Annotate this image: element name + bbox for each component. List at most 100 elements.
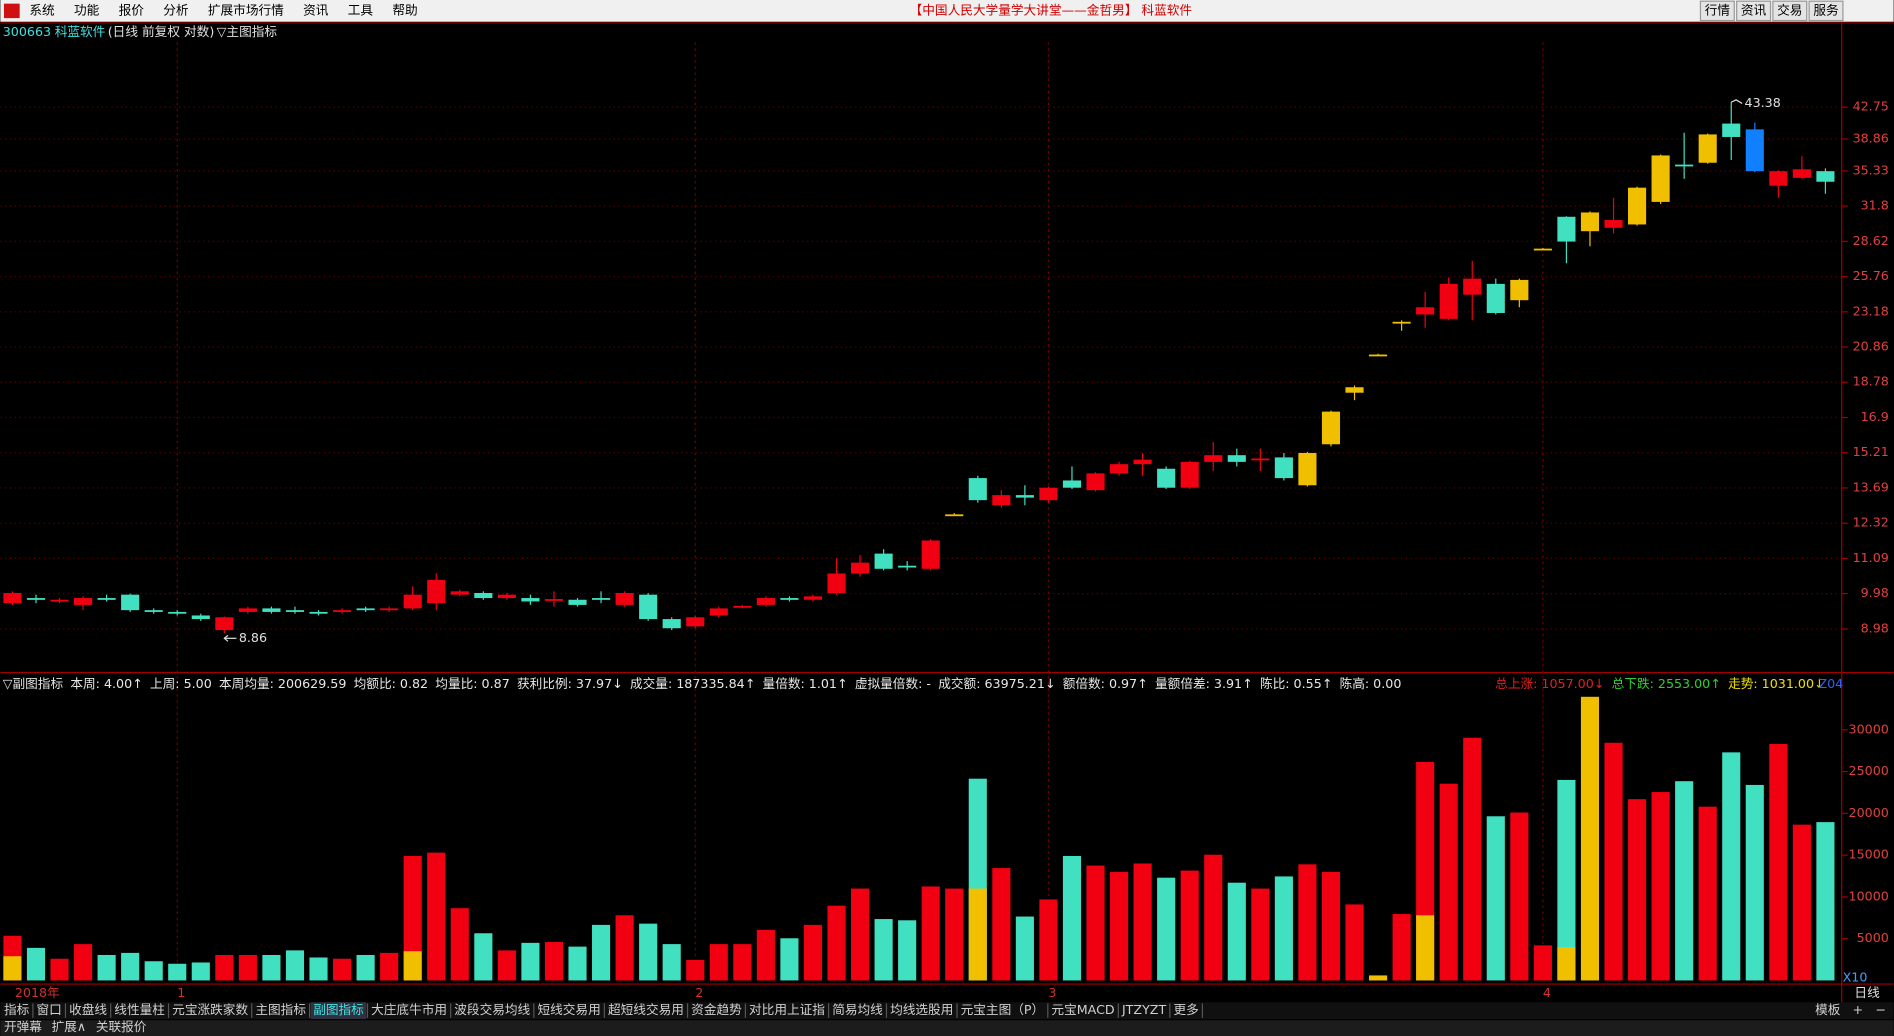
tab[interactable]: 主图指标	[255, 1002, 306, 1017]
volume-bar	[168, 963, 187, 981]
tab[interactable]: 资金趋势	[691, 1002, 742, 1017]
candle-body	[898, 565, 917, 568]
period-label: 日线	[1854, 985, 1880, 1000]
toolbar-button-label[interactable]: 交易	[1777, 2, 1802, 17]
indicator-item: 量倍数: 1.01↑	[763, 676, 848, 691]
low-annotation: 8.86	[239, 630, 267, 645]
tab[interactable]: 元宝涨跌家数	[172, 1002, 248, 1017]
menu-item[interactable]: 功能	[74, 2, 100, 17]
menu-item[interactable]: 资讯	[303, 2, 329, 17]
status-bar	[0, 1020, 1894, 1036]
volume-bar	[1015, 916, 1034, 981]
candle-body	[1604, 220, 1623, 228]
y-tick-label: 13.69	[1853, 479, 1889, 494]
candle-body	[1110, 464, 1129, 474]
tab[interactable]: 元宝MACD	[1051, 1002, 1114, 1017]
toolbar-button-label[interactable]: 资讯	[1741, 2, 1767, 17]
candle-body	[474, 592, 493, 599]
tab[interactable]: 均线选股用	[890, 1002, 953, 1017]
volume-bar	[50, 958, 69, 981]
menu-item[interactable]: 工具	[348, 2, 374, 17]
volume-bar	[592, 924, 611, 981]
y-tick-label: 11.09	[1853, 550, 1889, 565]
candle-body	[450, 591, 469, 595]
candle-body	[427, 579, 446, 604]
volume-bar	[945, 888, 964, 981]
volume-bar	[1463, 737, 1482, 981]
toolbar-button[interactable]	[1772, 0, 1808, 22]
tab[interactable]: 副图指标	[313, 1002, 364, 1017]
tab[interactable]: 波段交易均线	[454, 1002, 530, 1017]
tab[interactable]: 线性量柱	[114, 1002, 165, 1017]
y-tick-label: 5000	[1857, 930, 1889, 945]
tab[interactable]: 短线交易用	[537, 1002, 600, 1017]
candle-body	[1251, 458, 1270, 461]
tab-tool[interactable]: 模板	[1815, 1002, 1841, 1017]
volume-bar	[1533, 945, 1552, 981]
tab[interactable]: 简易均线	[832, 1002, 883, 1017]
toolbar-button[interactable]	[1736, 0, 1772, 22]
status-item[interactable]: 扩展∧	[52, 1019, 87, 1034]
tab-tool[interactable]: −	[1875, 1002, 1886, 1017]
status-item[interactable]: 开弹幕	[4, 1019, 42, 1034]
y-tick-label: 20000	[1849, 805, 1889, 820]
y-tick-label: 18.78	[1853, 374, 1889, 389]
menu-item[interactable]: 帮助	[392, 2, 417, 17]
candle-body	[1227, 455, 1246, 462]
tab[interactable]: 元宝主图（P）	[961, 1002, 1045, 1017]
volume-bar	[450, 908, 469, 981]
menu-item[interactable]: 报价	[119, 2, 145, 17]
tab[interactable]: 收盘线	[69, 1002, 107, 1017]
volume-bar	[497, 950, 516, 981]
tab[interactable]: JTZYZT	[1121, 1002, 1167, 1017]
candle-body	[780, 598, 799, 600]
tab[interactable]: 对比用上证指	[749, 1002, 825, 1017]
x-tick-label: 4	[1543, 985, 1551, 1000]
y-tick-label: 30000	[1849, 721, 1889, 736]
menu-item[interactable]: 分析	[163, 2, 189, 17]
toolbar-button[interactable]	[1699, 0, 1735, 22]
volume-bar	[144, 961, 163, 981]
status-item[interactable]: 关联报价	[96, 1019, 147, 1034]
volume-bar	[1251, 888, 1270, 981]
window-title: 【中国人民大学量学大讲堂——金哲男】 科蓝软件	[910, 2, 1193, 17]
tab-bar	[0, 1002, 1894, 1020]
tab[interactable]: 超短线交易用	[608, 1002, 684, 1017]
candle-body	[1392, 321, 1411, 324]
volume-bar	[1110, 871, 1129, 981]
volume-bar	[1204, 854, 1223, 981]
toolbar-button-label[interactable]: 行情	[1705, 2, 1731, 17]
chart-header-code: 300663	[3, 24, 51, 39]
candle-body	[1274, 457, 1293, 479]
candle-body	[992, 495, 1011, 506]
candle-body	[144, 610, 163, 612]
candle-body	[1369, 354, 1388, 357]
candle-body	[1039, 487, 1058, 501]
volume-bar	[1345, 904, 1364, 981]
volume-bar	[1227, 882, 1246, 981]
low-marker-head	[223, 634, 229, 642]
tab[interactable]: 大庄底牛市用	[371, 1002, 447, 1017]
candle-body	[1792, 169, 1811, 178]
candle-body	[1416, 307, 1435, 315]
toolbar-button[interactable]	[1808, 0, 1844, 22]
candle-body	[309, 611, 328, 614]
tab[interactable]: 更多	[1173, 1002, 1198, 1017]
candle-body	[403, 594, 422, 609]
menu-item[interactable]: 系统	[29, 2, 55, 17]
menu-item[interactable]: 扩展市场行情	[208, 2, 284, 17]
tab-tool[interactable]: +	[1853, 1002, 1864, 1017]
candle-body	[74, 598, 93, 605]
candle-body	[733, 605, 752, 608]
volume-bar	[74, 944, 93, 981]
tab[interactable]: 指标	[4, 1002, 30, 1017]
volume-bar	[1086, 865, 1105, 981]
indicator-tag: Z04	[1818, 676, 1843, 691]
tab[interactable]: 窗口	[37, 1002, 62, 1017]
volume-bar	[544, 942, 564, 981]
volume-bar	[238, 954, 257, 981]
y-tick-label: 15.21	[1853, 444, 1889, 459]
toolbar-button-label[interactable]: 服务	[1813, 2, 1839, 17]
